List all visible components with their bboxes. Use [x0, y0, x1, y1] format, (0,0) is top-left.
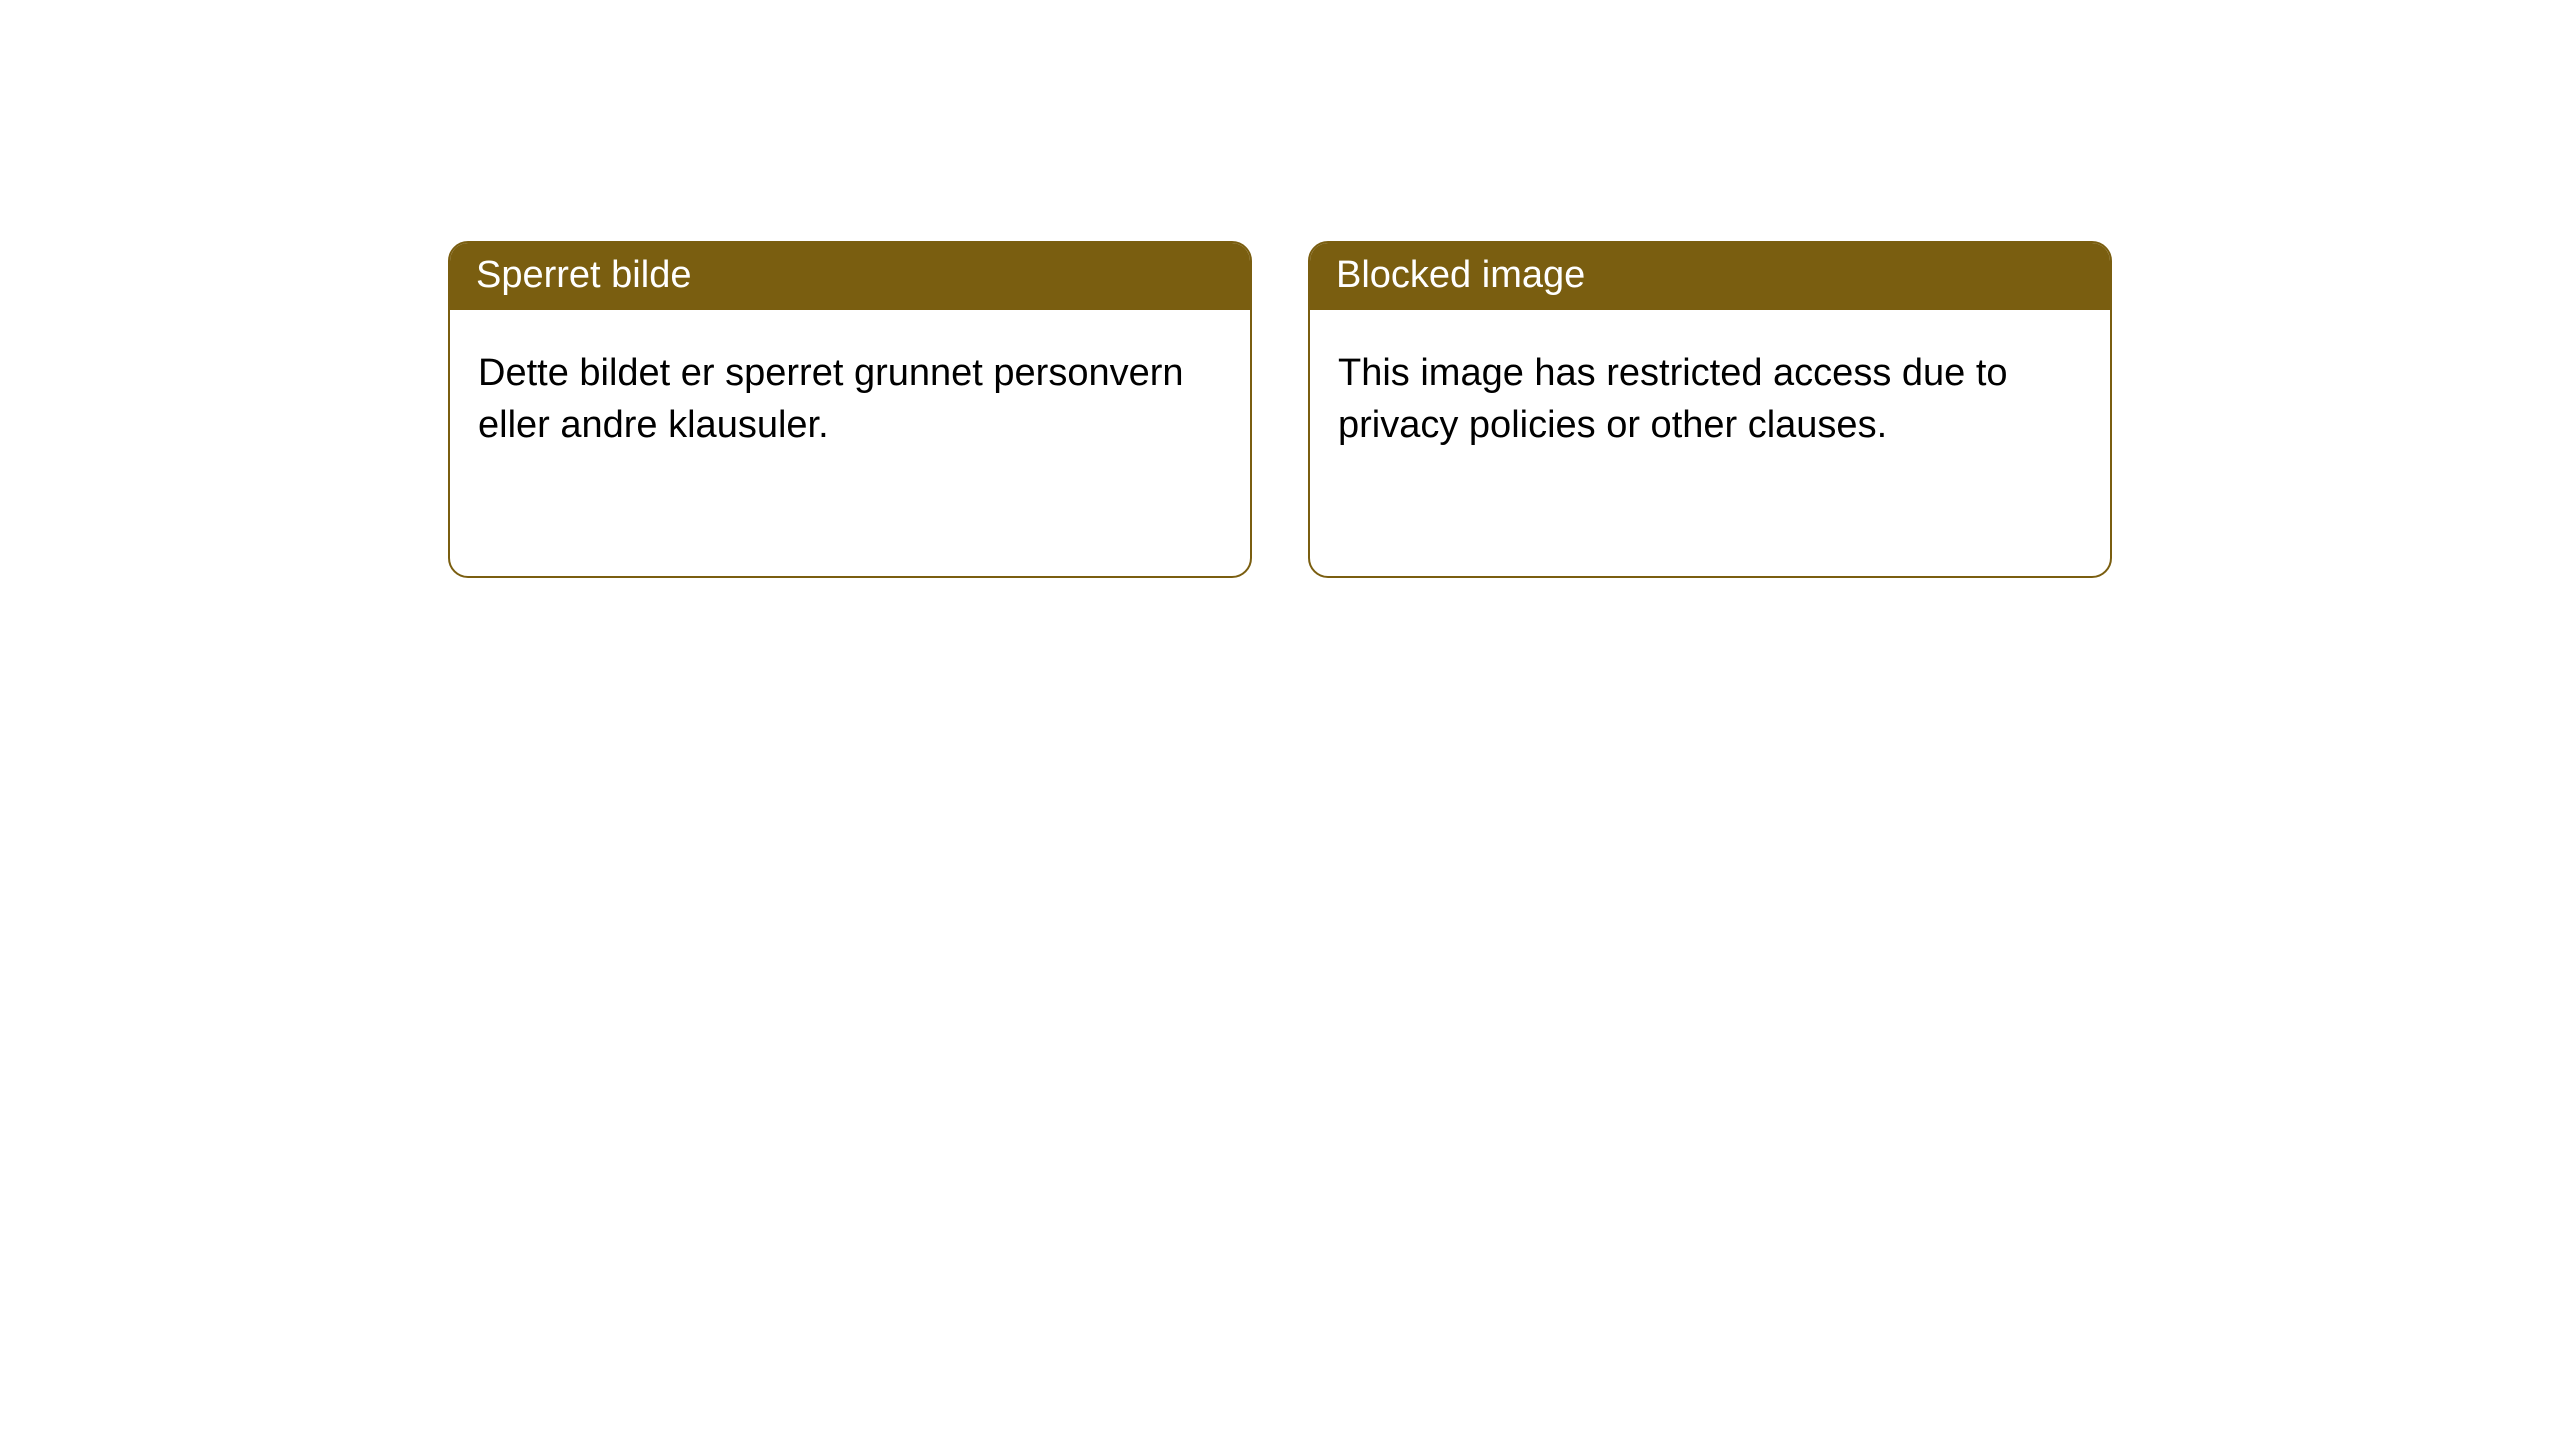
card-body-no: Dette bildet er sperret grunnet personve… [450, 310, 1250, 479]
card-header-no: Sperret bilde [450, 243, 1250, 310]
blocked-image-card-en: Blocked image This image has restricted … [1308, 241, 2112, 578]
blocked-image-card-no: Sperret bilde Dette bildet er sperret gr… [448, 241, 1252, 578]
card-header-en: Blocked image [1310, 243, 2110, 310]
notice-container: Sperret bilde Dette bildet er sperret gr… [0, 0, 2560, 578]
card-body-en: This image has restricted access due to … [1310, 310, 2110, 479]
